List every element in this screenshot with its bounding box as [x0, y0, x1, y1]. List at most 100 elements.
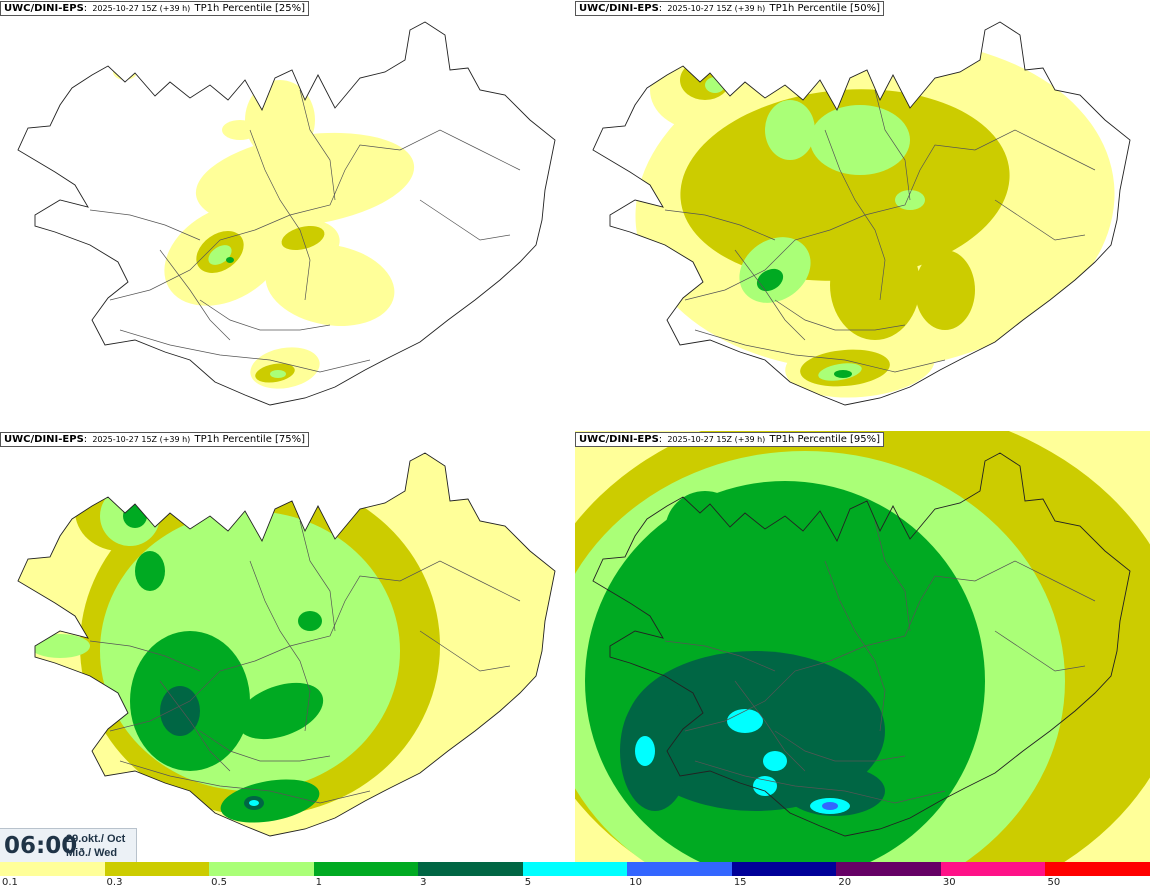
colorbar-swatch — [209, 862, 314, 876]
road-line — [159, 249, 231, 341]
panel-title: UWC/DINI-EPS: 2025-10-27 15Z (+39 h) TP1… — [575, 1, 885, 16]
precip-fill — [635, 39, 1115, 398]
road-line — [774, 730, 906, 762]
colorbar-swatch — [313, 862, 419, 876]
road-line — [694, 760, 946, 804]
precip-map — [575, 431, 1150, 862]
precip-contour — [135, 551, 165, 591]
colorbar-swatch — [836, 862, 941, 876]
coastline — [17, 21, 556, 406]
colorbar-tick-label: 0.1 — [2, 877, 18, 888]
road-line — [664, 209, 776, 241]
run-info: 2025-10-27 15Z (+39 h) — [667, 435, 766, 444]
colorbar-tick-label: 5 — [524, 877, 532, 888]
road-line — [159, 680, 231, 772]
road-line — [824, 129, 886, 301]
precip-contour — [113, 64, 137, 80]
road-line — [119, 329, 371, 373]
road-line — [109, 129, 521, 301]
road-line — [774, 299, 906, 331]
valid-date-line1: 29.okt./ Oct — [66, 833, 126, 845]
model-source: UWC/DINI-EPS — [4, 434, 84, 445]
precip-contour — [763, 751, 787, 771]
colorbar-swatch — [1045, 862, 1150, 876]
precip-contour — [753, 776, 777, 796]
product-label: TP1h Percentile [25%] — [194, 3, 306, 14]
precip-contour — [226, 257, 234, 263]
road-line — [734, 249, 806, 341]
model-source: UWC/DINI-EPS — [4, 3, 84, 14]
valid-time: 06:00 — [4, 833, 78, 859]
product-label: TP1h Percentile [95%] — [769, 434, 881, 445]
precip-contour — [680, 89, 1010, 281]
road-line — [249, 560, 311, 732]
precip-contour — [265, 244, 395, 326]
colorbar — [0, 862, 1150, 876]
precip-contour — [830, 230, 920, 340]
road-line — [89, 209, 201, 241]
road-line — [994, 630, 1086, 672]
precip-contour — [195, 132, 415, 228]
product-label: TP1h Percentile [50%] — [769, 3, 881, 14]
road-line — [419, 630, 511, 672]
coastline — [17, 452, 556, 837]
precip-contour — [727, 709, 763, 733]
precip-contour — [222, 120, 258, 140]
road-line — [684, 560, 1096, 732]
map-panel-p50: UWC/DINI-EPS: 2025-10-27 15Z (+39 h) TP1… — [575, 0, 1150, 431]
road-line — [874, 89, 911, 201]
road-line — [874, 520, 911, 632]
road-line — [109, 560, 521, 732]
precip-fill — [18, 453, 555, 836]
precip-contour — [220, 779, 320, 823]
precip-contour — [810, 105, 910, 175]
valid-time-box: 06:00 29.okt./ Oct Mið./ Wed — [0, 828, 137, 862]
map-panel-p25: UWC/DINI-EPS: 2025-10-27 15Z (+39 h) TP1… — [0, 0, 575, 431]
road-line — [994, 199, 1086, 241]
precip-contour — [30, 634, 90, 658]
colorbar-swatch — [940, 862, 1046, 876]
panel-title: UWC/DINI-EPS: 2025-10-27 15Z (+39 h) TP1… — [0, 1, 310, 16]
colorbar-tick-label: 1 — [315, 877, 322, 888]
precip-contour — [756, 268, 784, 292]
colorbar-tick-label: 30 — [942, 877, 956, 888]
precip-contour — [208, 245, 232, 265]
road-line — [419, 199, 511, 241]
colorbar-swatch — [522, 862, 628, 876]
precip-contour — [834, 370, 852, 378]
colorbar-ticks: 0.1 0.3 0.5 1 3 5 10 15 20 30 50 — [0, 877, 1150, 891]
panel-title: UWC/DINI-EPS: 2025-10-27 15Z (+39 h) TP1… — [0, 432, 310, 447]
model-source: UWC/DINI-EPS — [579, 434, 659, 445]
road-line — [734, 680, 806, 772]
road-line — [89, 640, 201, 672]
precip-map — [592, 21, 1131, 406]
road-line — [684, 129, 1096, 301]
colorbar-tick-label: 0.3 — [106, 877, 123, 888]
precip-map — [17, 21, 556, 406]
valid-date-line2: Mið./ Wed — [66, 847, 118, 859]
colorbar-swatch — [731, 862, 837, 876]
road-line — [299, 520, 336, 632]
precip-contour — [680, 60, 730, 100]
road-line — [664, 640, 776, 672]
road-line — [299, 89, 336, 201]
colorbar-tick-label: 0.5 — [211, 877, 227, 888]
precip-contour — [785, 766, 885, 816]
colorbar-swatch — [0, 862, 105, 876]
panel-title: UWC/DINI-EPS: 2025-10-27 15Z (+39 h) TP1… — [575, 432, 885, 447]
colorbar-swatch — [627, 862, 732, 876]
road-line — [249, 129, 311, 301]
model-source: UWC/DINI-EPS — [579, 3, 659, 14]
precip-contour — [765, 100, 815, 160]
precip-fill — [113, 64, 415, 389]
road-line — [824, 560, 886, 732]
precip-contour — [915, 250, 975, 330]
colorbar-swatch — [104, 862, 210, 876]
precip-contour — [249, 800, 259, 806]
coastline — [592, 452, 1131, 837]
precip-contour — [123, 504, 147, 528]
precip-contour — [160, 686, 200, 736]
precip-map — [17, 452, 556, 837]
road-line — [199, 730, 331, 762]
map-panel-p75: UWC/DINI-EPS: 2025-10-27 15Z (+39 h) TP1… — [0, 431, 575, 862]
